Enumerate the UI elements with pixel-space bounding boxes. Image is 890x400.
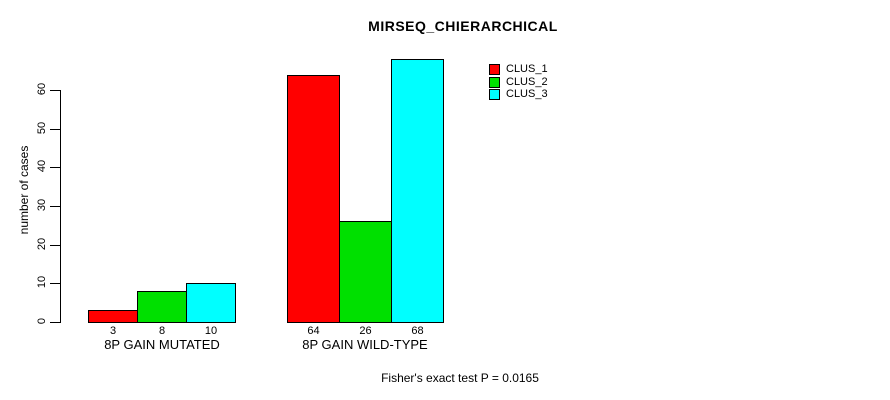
bar-clus_2-group1 bbox=[137, 291, 187, 323]
bar-value-label: 26 bbox=[359, 325, 372, 337]
legend-swatch-icon bbox=[489, 76, 500, 88]
bar-value-label: 3 bbox=[109, 325, 117, 337]
legend-swatch-icon bbox=[489, 89, 500, 101]
y-tick-label: 40 bbox=[36, 160, 48, 173]
bar-clus_1-group2 bbox=[287, 75, 340, 323]
legend-label: CLUS_3 bbox=[506, 88, 548, 101]
bar-clus_3-group1 bbox=[186, 283, 236, 323]
y-tick-label: 60 bbox=[36, 82, 48, 96]
chart-title: MIRSEQ_CHIERARCHICAL bbox=[368, 18, 558, 34]
y-tick-mark bbox=[50, 128, 61, 130]
y-tick-label: 0 bbox=[36, 317, 48, 325]
y-tick-mark bbox=[50, 206, 61, 207]
bar-value-label: 68 bbox=[411, 325, 424, 337]
y-tick-mark bbox=[50, 322, 61, 323]
legend-label: CLUS_1 bbox=[506, 63, 548, 75]
bar-value-label: 64 bbox=[307, 325, 320, 337]
y-tick-label: 20 bbox=[36, 237, 48, 250]
y-tick-mark bbox=[50, 90, 61, 91]
y-axis-label: number of cases bbox=[17, 145, 31, 235]
bar-clus_1-group1 bbox=[88, 310, 138, 323]
bar-value-label: 8 bbox=[158, 325, 166, 337]
legend-label: CLUS_2 bbox=[506, 75, 548, 88]
y-tick-mark bbox=[50, 244, 61, 246]
y-tick-mark bbox=[50, 167, 61, 169]
y-tick-label: 10 bbox=[36, 276, 48, 289]
fisher-test-annotation: Fisher's exact test P = 0.0165 bbox=[381, 371, 539, 385]
y-tick-label: 30 bbox=[36, 198, 48, 212]
category-label-mutated: 8P GAIN MUTATED bbox=[104, 337, 220, 352]
y-tick-label: 50 bbox=[36, 121, 48, 134]
bar-value-label: 10 bbox=[204, 325, 218, 337]
category-label-wild-type: 8P GAIN WILD-TYPE bbox=[302, 337, 428, 352]
legend-swatch-icon bbox=[489, 64, 500, 75]
bar-clus_3-group2 bbox=[391, 59, 444, 323]
bar-clus_2-group2 bbox=[339, 221, 392, 323]
y-tick-mark bbox=[50, 283, 61, 285]
